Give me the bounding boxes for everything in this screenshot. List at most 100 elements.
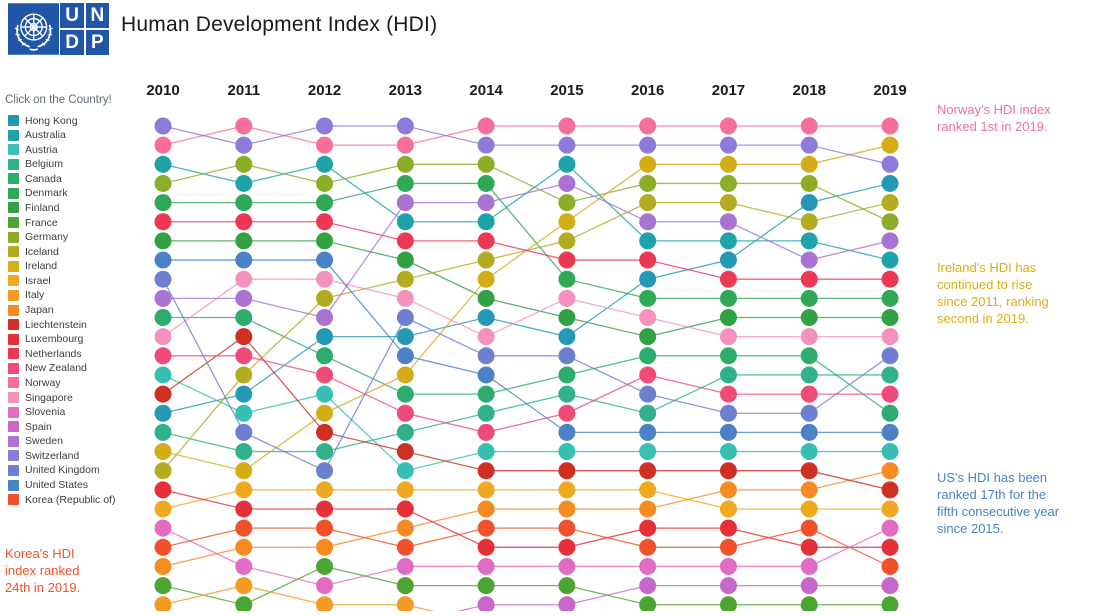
rank-dot-new-zealand-2010[interactable] — [154, 347, 172, 365]
legend-item-italy[interactable]: Italy — [8, 289, 44, 302]
rank-dot-singapore-2018[interactable] — [800, 328, 818, 346]
rank-dot-germany-2019[interactable] — [881, 213, 899, 231]
legend-item-canada[interactable]: Canada — [8, 172, 62, 185]
rank-dot-luxembourg-2018[interactable] — [800, 538, 818, 556]
rank-dot-ireland-2013[interactable] — [396, 366, 414, 384]
rank-dot-canada-2011[interactable] — [235, 309, 253, 326]
rank-dot-ireland-2017[interactable] — [719, 155, 737, 173]
rank-dot-netherlands-2013[interactable] — [396, 232, 414, 250]
rank-dot-israel-2010[interactable] — [154, 500, 172, 518]
rank-dot-spain-2015[interactable] — [558, 596, 576, 614]
rank-dot-ireland-2011[interactable] — [235, 462, 253, 480]
rank-dot-korea-republic-of-2012[interactable] — [316, 519, 334, 537]
rank-dot-finland-2012[interactable] — [316, 232, 334, 250]
rank-dot-hong-kong-2018[interactable] — [800, 194, 818, 212]
rank-dot-united-kingdom-2011[interactable] — [235, 423, 253, 441]
legend-item-denmark[interactable]: Denmark — [8, 187, 68, 200]
rank-dot-germany-2017[interactable] — [719, 174, 737, 192]
rank-dot-ireland-2015[interactable] — [558, 213, 576, 231]
rank-dot-denmark-2018[interactable] — [800, 289, 818, 307]
rank-dot-united-states-2012[interactable] — [316, 251, 334, 269]
rank-dot-singapore-2010[interactable] — [154, 328, 172, 346]
rank-dot-finland-2014[interactable] — [477, 289, 495, 307]
rank-dot-switzerland-2010[interactable] — [154, 117, 172, 135]
rank-dot-liechtenstein-2014[interactable] — [477, 462, 495, 480]
rank-dot-norway-2013[interactable] — [396, 136, 414, 154]
legend-item-luxembourg[interactable]: Luxembourg — [8, 333, 83, 346]
rank-dot-denmark-2013[interactable] — [396, 174, 414, 192]
rank-dot-france-2011[interactable] — [235, 596, 253, 614]
rank-dot-united-states-2016[interactable] — [639, 423, 657, 441]
rank-dot-japan-2010[interactable] — [154, 557, 172, 575]
rank-dot-switzerland-2014[interactable] — [477, 136, 495, 154]
rank-dot-israel-2013[interactable] — [396, 481, 414, 499]
legend-item-germany[interactable]: Germany — [8, 231, 68, 244]
rank-dot-korea-republic-of-2019[interactable] — [881, 557, 899, 575]
rank-dot-belgium-2012[interactable] — [316, 443, 334, 461]
rank-dot-israel-2017[interactable] — [719, 500, 737, 518]
rank-dot-iceland-2010[interactable] — [154, 462, 172, 480]
rank-dot-korea-republic-of-2017[interactable] — [719, 538, 737, 556]
rank-dot-denmark-2017[interactable] — [719, 289, 737, 307]
rank-dot-united-states-2013[interactable] — [396, 347, 414, 365]
rank-dot-luxembourg-2012[interactable] — [316, 500, 334, 518]
rank-dot-netherlands-2016[interactable] — [639, 251, 657, 269]
rank-dot-singapore-2016[interactable] — [639, 309, 657, 326]
rank-dot-austria-2012[interactable] — [316, 385, 334, 403]
rank-dot-israel-2015[interactable] — [558, 481, 576, 499]
rank-dot-netherlands-2018[interactable] — [800, 270, 818, 288]
rank-dot-iceland-2012[interactable] — [316, 289, 334, 307]
rank-dot-ireland-2010[interactable] — [154, 443, 172, 461]
legend-item-france[interactable]: France — [8, 216, 58, 229]
rank-dot-switzerland-2011[interactable] — [235, 136, 253, 154]
rank-dot-luxembourg-2019[interactable] — [881, 538, 899, 556]
rank-dot-belgium-2017[interactable] — [719, 366, 737, 384]
rank-dot-united-states-2019[interactable] — [881, 423, 899, 441]
rank-dot-korea-republic-of-2011[interactable] — [235, 519, 253, 537]
rank-dot-belgium-2014[interactable] — [477, 404, 495, 422]
rank-dot-hong-kong-2016[interactable] — [639, 270, 657, 288]
rank-dot-japan-2013[interactable] — [396, 519, 414, 537]
legend-item-belgium[interactable]: Belgium — [8, 158, 63, 171]
rank-dot-netherlands-2017[interactable] — [719, 270, 737, 288]
rank-dot-denmark-2015[interactable] — [558, 270, 576, 288]
rank-dot-austria-2011[interactable] — [235, 404, 253, 422]
rank-dot-singapore-2014[interactable] — [477, 328, 495, 346]
legend-item-norway[interactable]: Norway — [8, 376, 61, 389]
rank-dot-slovenia-2017[interactable] — [719, 557, 737, 575]
rank-dot-hong-kong-2017[interactable] — [719, 251, 737, 269]
rank-dot-germany-2018[interactable] — [800, 174, 818, 192]
rank-dot-finland-2011[interactable] — [235, 232, 253, 250]
rank-dot-ireland-2014[interactable] — [477, 270, 495, 288]
rank-dot-korea-republic-of-2015[interactable] — [558, 519, 576, 537]
rank-dot-iceland-2016[interactable] — [639, 194, 657, 212]
rank-dot-canada-2018[interactable] — [800, 347, 818, 365]
rank-dot-australia-2015[interactable] — [558, 155, 576, 173]
rank-dot-switzerland-2017[interactable] — [719, 136, 737, 154]
rank-dot-germany-2013[interactable] — [396, 155, 414, 173]
rank-dot-slovenia-2015[interactable] — [558, 557, 576, 575]
rank-dot-sweden-2018[interactable] — [800, 251, 818, 269]
rank-dot-australia-2012[interactable] — [316, 155, 334, 173]
rank-dot-united-kingdom-2012[interactable] — [316, 462, 334, 480]
rank-dot-austria-2010[interactable] — [154, 366, 172, 384]
rank-dot-germany-2014[interactable] — [477, 155, 495, 173]
rank-dot-spain-2017[interactable] — [719, 577, 737, 595]
legend-item-korea-republic-of[interactable]: Korea (Republic of) — [8, 493, 115, 506]
rank-dot-germany-2015[interactable] — [558, 194, 576, 212]
rank-dot-austria-2013[interactable] — [396, 462, 414, 480]
rank-dot-canada-2016[interactable] — [639, 347, 657, 365]
rank-dot-norway-2016[interactable] — [639, 117, 657, 135]
rank-dot-israel-2014[interactable] — [477, 481, 495, 499]
rank-dot-singapore-2011[interactable] — [235, 270, 253, 288]
rank-dot-norway-2019[interactable] — [881, 117, 899, 135]
rank-dot-new-zealand-2011[interactable] — [235, 347, 253, 365]
rank-dot-hong-kong-2013[interactable] — [396, 328, 414, 346]
rank-dot-liechtenstein-2017[interactable] — [719, 462, 737, 480]
rank-dot-iceland-2019[interactable] — [881, 194, 899, 212]
legend-item-united-states[interactable]: United States — [8, 479, 88, 492]
rank-dot-japan-2015[interactable] — [558, 500, 576, 518]
legend-item-iceland[interactable]: Iceland — [8, 245, 59, 258]
rank-dot-switzerland-2015[interactable] — [558, 136, 576, 154]
rank-dot-switzerland-2018[interactable] — [800, 136, 818, 154]
